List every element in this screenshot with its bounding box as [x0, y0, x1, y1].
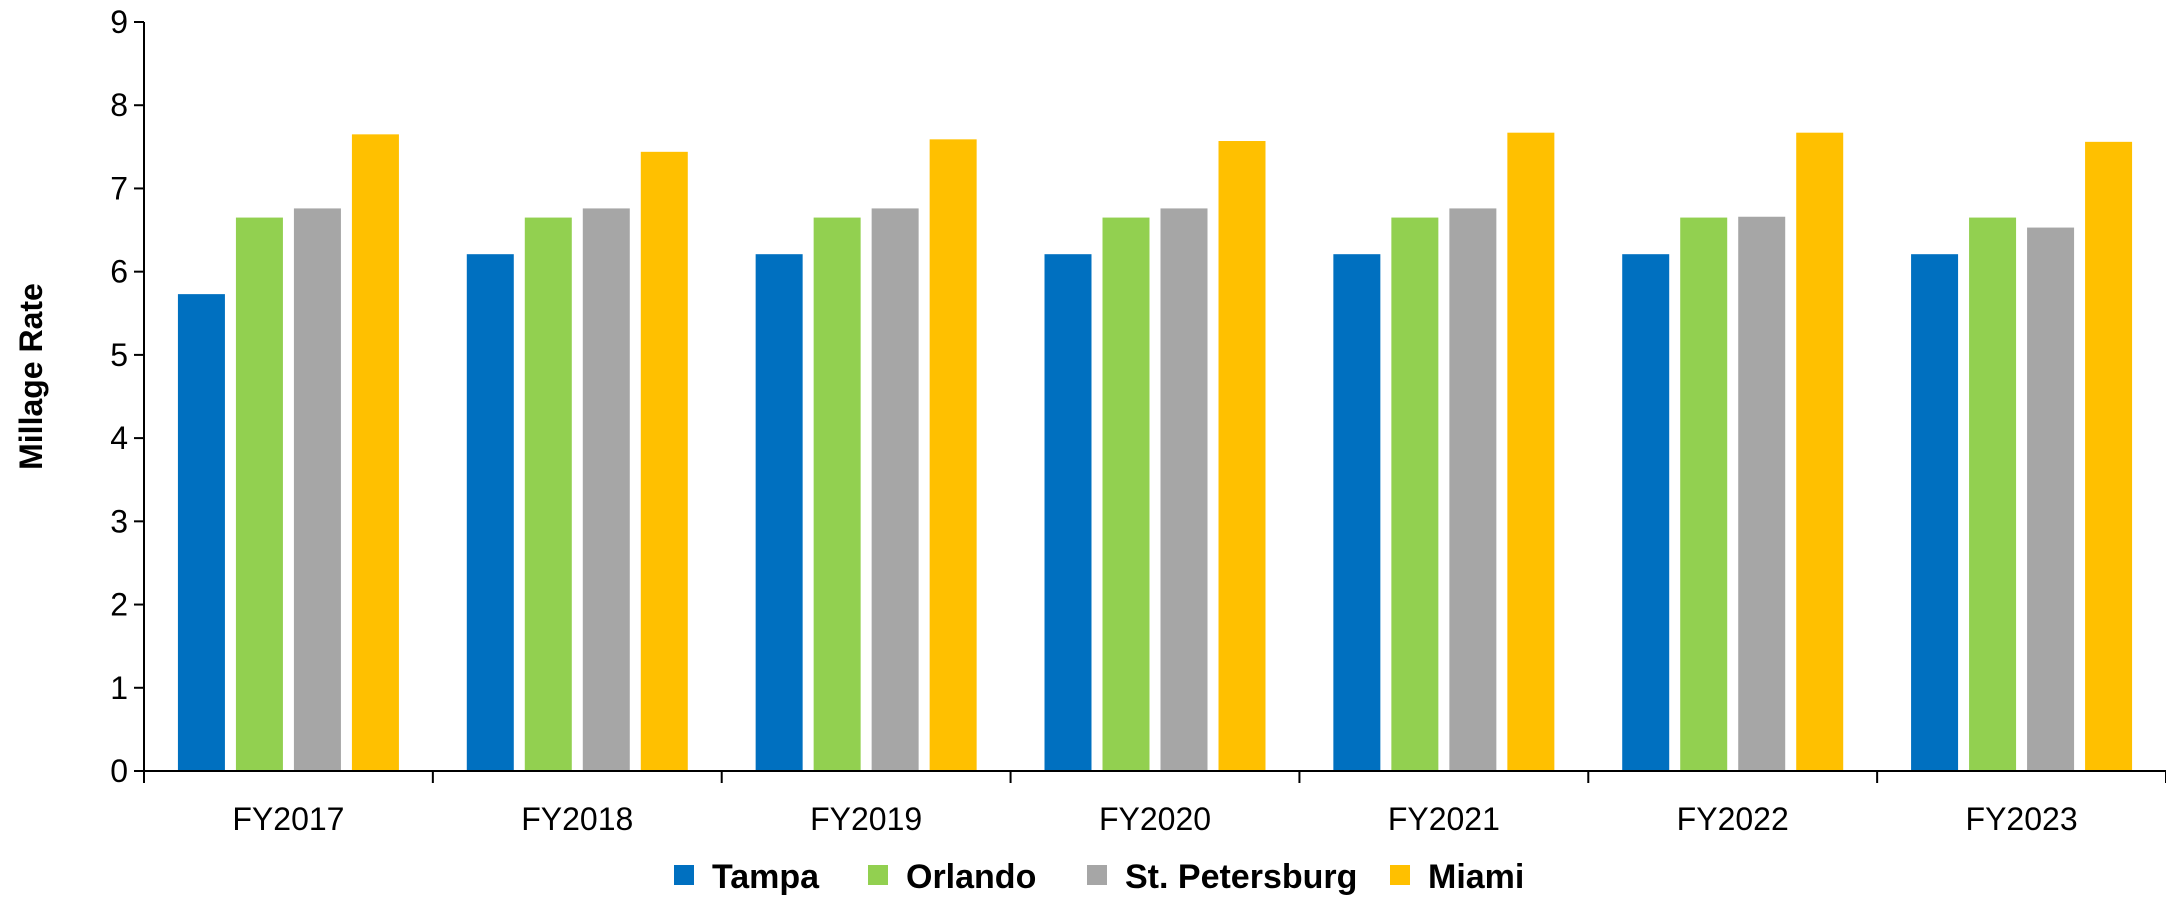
bar-st-petersburg-fy2020: [1160, 208, 1208, 771]
y-tick-label: 9: [110, 4, 128, 40]
legend-label: Tampa: [712, 858, 820, 896]
bar-tampa-fy2023: [1911, 254, 1959, 771]
x-tick-label: FY2020: [1099, 801, 1211, 837]
y-tick-label: 1: [110, 670, 128, 706]
y-tick-label: 4: [110, 420, 128, 456]
bar-miami-fy2020: [1218, 141, 1266, 771]
legend-label: Orlando: [906, 858, 1036, 896]
y-axis-title: Millage Rate: [13, 283, 49, 470]
x-tick-label: FY2022: [1677, 801, 1789, 837]
x-tick-label: FY2023: [1966, 801, 2078, 837]
bar-orlando-fy2018: [524, 217, 572, 772]
bar-miami-fy2023: [2085, 141, 2133, 772]
bar-tampa-fy2019: [755, 254, 803, 771]
bar-tampa-fy2022: [1622, 254, 1670, 771]
bar-miami-fy2022: [1796, 132, 1844, 772]
legend-item: Tampa: [674, 858, 820, 896]
bar-st-petersburg-fy2017: [293, 208, 341, 771]
legend-swatch: [1390, 865, 1410, 885]
y-tick-label: 0: [110, 753, 128, 789]
bar-miami-fy2021: [1507, 132, 1555, 772]
x-ticks-group: FY2017 FY2018 FY2019 FY2020 FY2021 FY2022 FY20…: [143, 771, 2166, 837]
bar-orlando-fy2021: [1391, 217, 1439, 772]
y-tick-label: 6: [110, 254, 128, 290]
bar-orlando-fy2020: [1102, 217, 1150, 772]
legend-item: Miami: [1390, 858, 1524, 896]
bar-orlando-fy2022: [1680, 217, 1728, 772]
y-tick-label: 7: [110, 170, 128, 206]
bar-tampa-fy2021: [1333, 254, 1381, 771]
bar-st-petersburg-fy2022: [1738, 216, 1786, 772]
y-tick-label: 5: [110, 337, 128, 373]
y-tick-label: 3: [110, 503, 128, 539]
bar-miami-fy2018: [640, 151, 688, 771]
y-ticks-group: 0 1 2 3 4 5 6 7 8 9: [110, 4, 144, 789]
bar-tampa-fy2020: [1044, 254, 1092, 771]
x-tick-label: FY2017: [232, 801, 344, 837]
bar-st-petersburg-fy2021: [1449, 208, 1497, 771]
bar-st-petersburg-fy2019: [871, 208, 919, 771]
bar-orlando-fy2017: [235, 217, 283, 772]
legend-swatch: [868, 865, 888, 885]
legend-label: Miami: [1428, 858, 1524, 896]
bars-group: [177, 132, 2133, 772]
bar-st-petersburg-fy2023: [2027, 227, 2075, 771]
bar-tampa-fy2018: [466, 254, 514, 771]
legend: Tampa Orlando St. Petersburg Miami: [674, 858, 1524, 896]
bar-miami-fy2017: [351, 134, 399, 772]
bar-miami-fy2019: [929, 139, 977, 772]
y-tick-label: 2: [110, 587, 128, 623]
axes-group: [143, 22, 2166, 772]
bar-orlando-fy2019: [813, 217, 861, 772]
legend-item: St. Petersburg: [1087, 858, 1357, 896]
legend-swatch: [1087, 865, 1107, 885]
y-tick-label: 8: [110, 87, 128, 123]
x-tick-label: FY2019: [810, 801, 922, 837]
legend-swatch: [674, 865, 694, 885]
bar-orlando-fy2023: [1969, 217, 2017, 772]
x-tick-label: FY2018: [521, 801, 633, 837]
legend-item: Orlando: [868, 858, 1036, 896]
x-tick-label: FY2021: [1388, 801, 1500, 837]
legend-label: St. Petersburg: [1125, 858, 1357, 896]
bar-tampa-fy2017: [177, 294, 225, 771]
bar-st-petersburg-fy2018: [582, 208, 630, 771]
